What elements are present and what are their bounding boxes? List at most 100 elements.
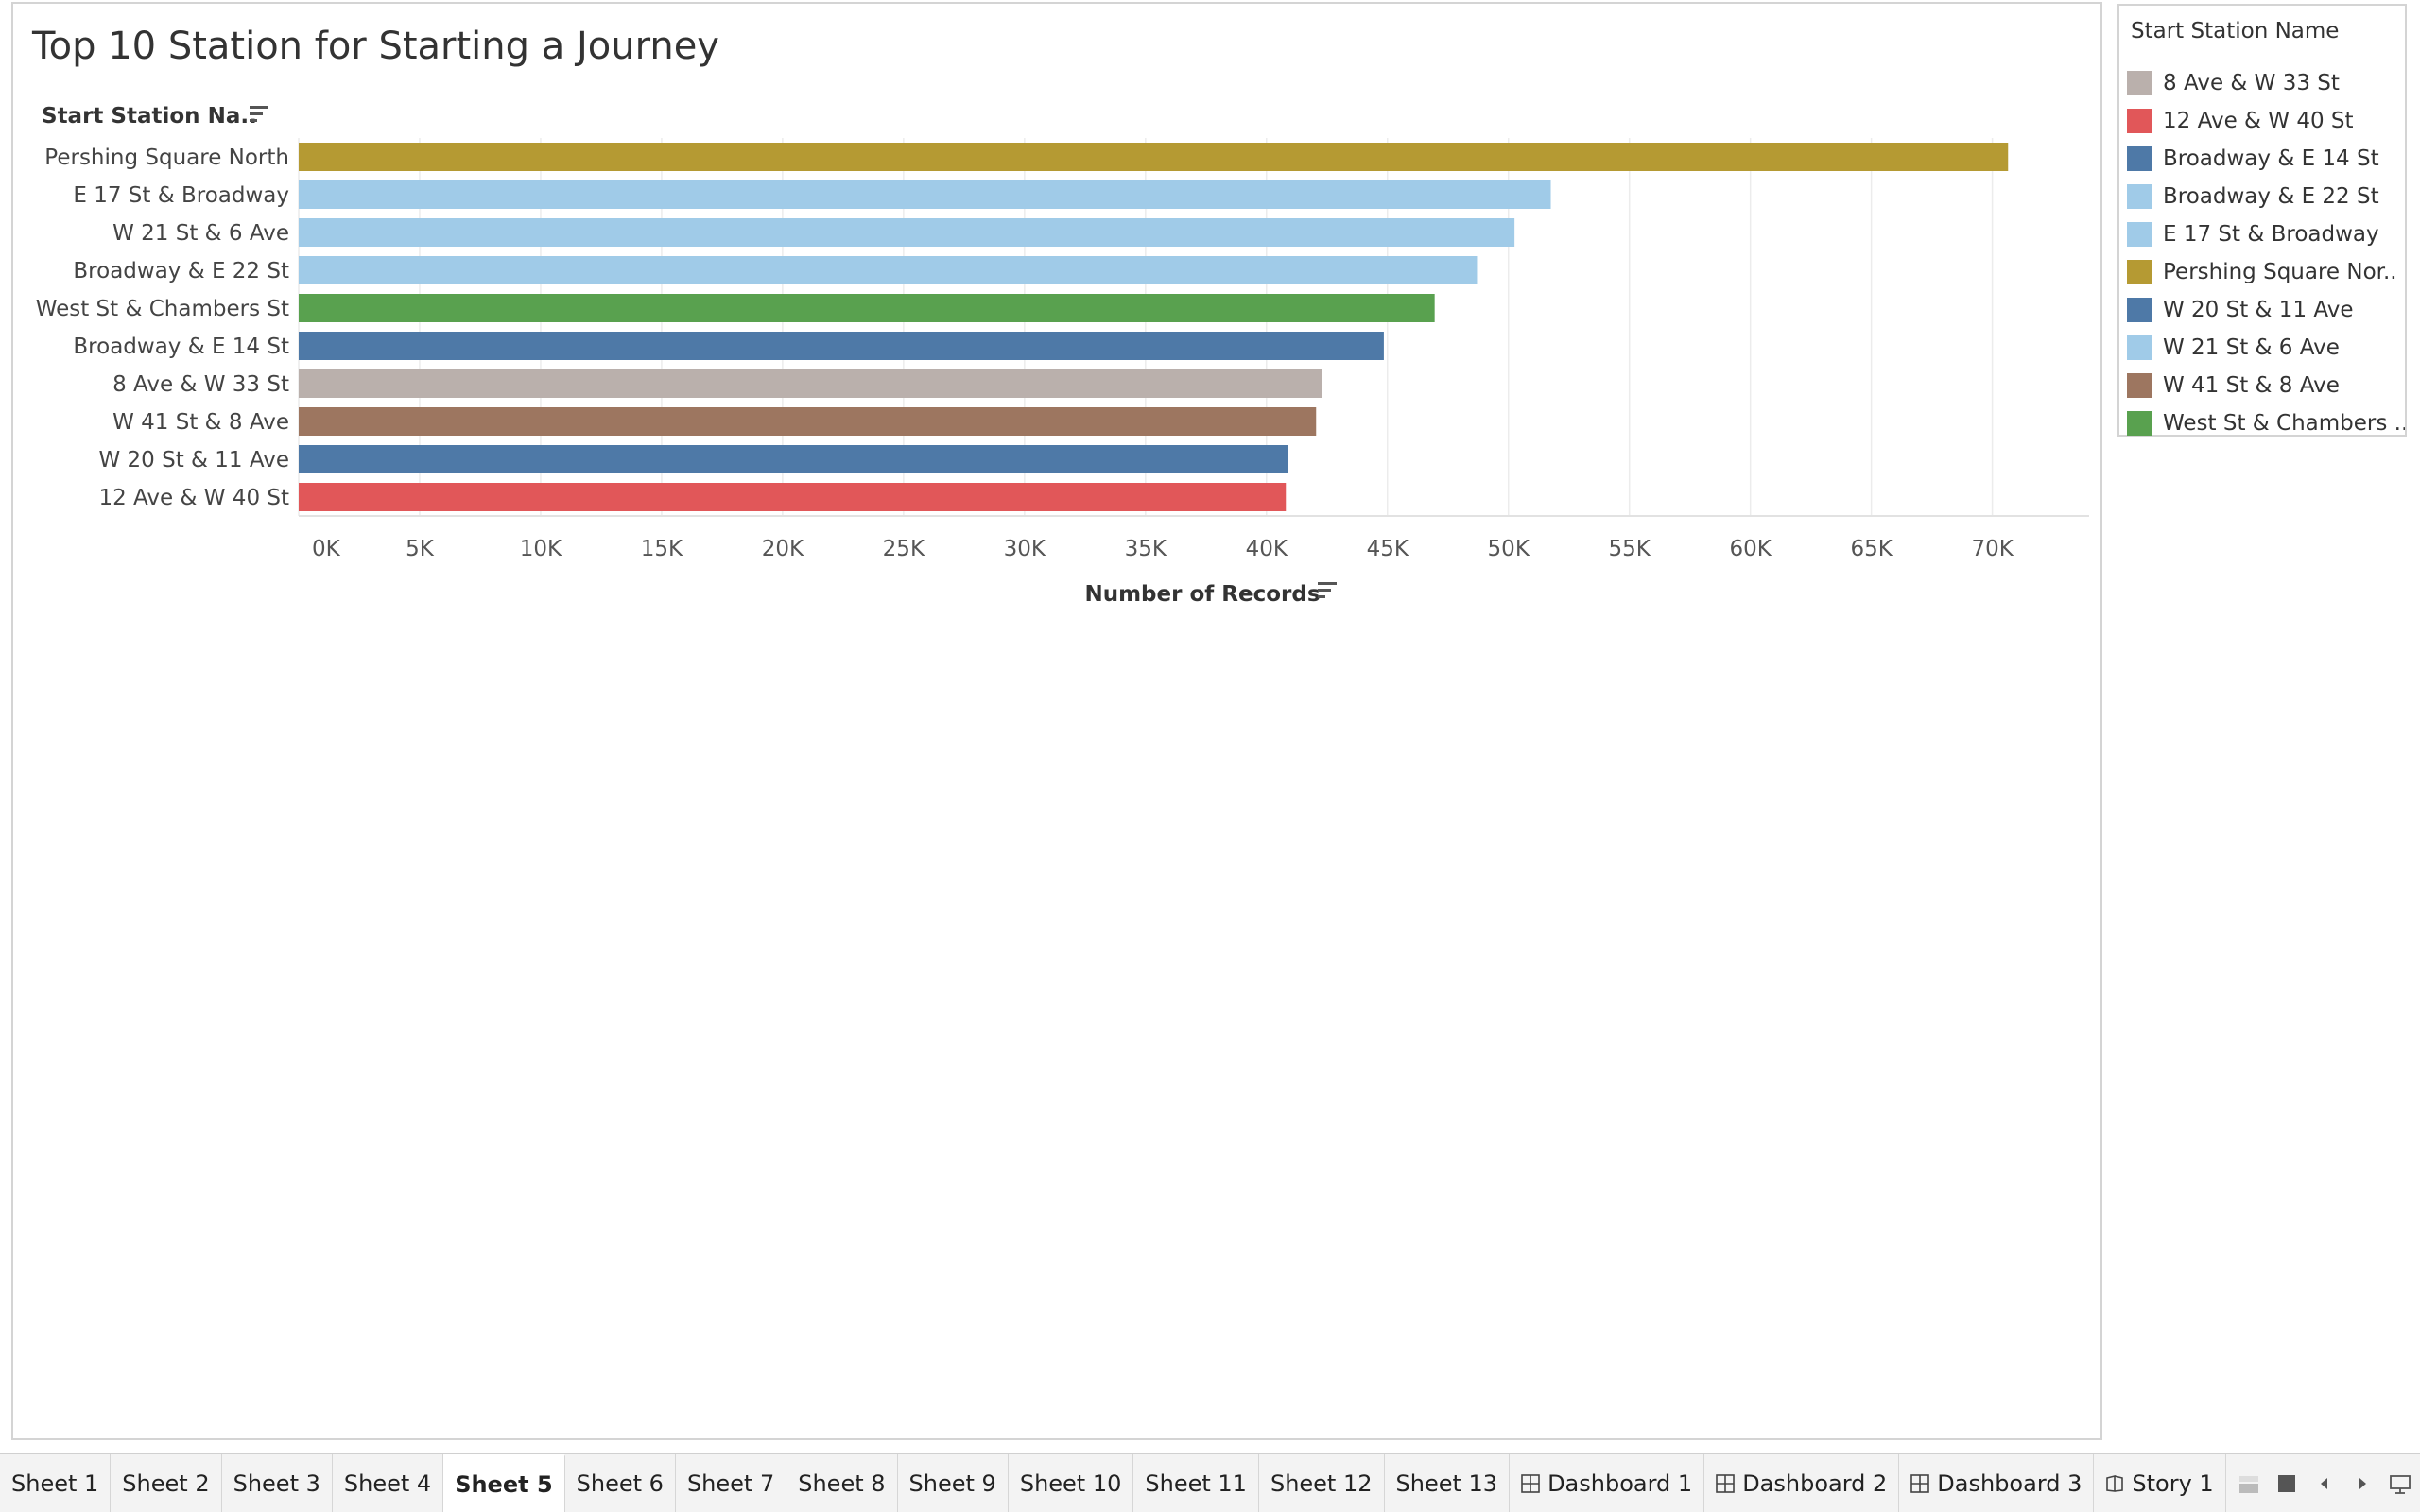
- tab-label: Sheet 3: [233, 1470, 320, 1497]
- category-label: W 20 St & 11 Ave: [98, 448, 289, 472]
- legend-label: West St & Chambers ..: [2163, 411, 2405, 436]
- worksheet-view: Top 10 Station for Starting a Journey St…: [11, 2, 2102, 1440]
- tab-sheet-7[interactable]: Sheet 7: [675, 1454, 787, 1512]
- show-filmstrip-icon[interactable]: [2237, 1471, 2261, 1496]
- legend-label: W 41 St & 8 Ave: [2163, 373, 2340, 398]
- x-tick-label: 10K: [520, 537, 562, 561]
- legend-label: W 20 St & 11 Ave: [2163, 298, 2354, 322]
- scroll-tabs-right-icon[interactable]: [2350, 1471, 2375, 1496]
- presentation-mode-icon[interactable]: [2388, 1471, 2412, 1496]
- legend-swatch: [2127, 109, 2152, 133]
- x-tick-label: 55K: [1609, 537, 1651, 561]
- bar-chart: Start Station Na.. Pershing Square North E…: [36, 104, 2089, 607]
- tab-label: Sheet 5: [455, 1471, 553, 1498]
- y-axis-header[interactable]: Start Station Na..: [42, 104, 257, 129]
- tab-label: Sheet 2: [122, 1470, 210, 1497]
- bar[interactable]: [299, 294, 1435, 322]
- bar[interactable]: [299, 407, 1317, 436]
- tab-sheet-13[interactable]: Sheet 13: [1384, 1454, 1511, 1512]
- tab-sheet-10[interactable]: Sheet 10: [1008, 1454, 1134, 1512]
- legend-item[interactable]: West St & Chambers ..: [2119, 404, 2405, 442]
- tab-label: Sheet 8: [798, 1470, 886, 1497]
- legend-swatch: [2127, 298, 2152, 322]
- tab-sheet-4[interactable]: Sheet 4: [332, 1454, 444, 1512]
- category-label: Pershing Square North: [44, 146, 289, 170]
- legend-item[interactable]: 12 Ave & W 40 St: [2119, 102, 2405, 140]
- legend-item[interactable]: Broadway & E 22 St: [2119, 178, 2405, 215]
- tab-label: Dashboard 3: [1937, 1470, 2083, 1497]
- bar[interactable]: [299, 369, 1322, 398]
- legend-item[interactable]: E 17 St & Broadway: [2119, 215, 2405, 253]
- category-label: 12 Ave & W 40 St: [98, 486, 289, 510]
- tab-label: Sheet 9: [908, 1470, 996, 1497]
- bar[interactable]: [299, 332, 1384, 360]
- sort-descending-icon[interactable]: [1318, 582, 1337, 598]
- tab-label: Sheet 7: [686, 1470, 775, 1497]
- scroll-tabs-left-icon[interactable]: [2312, 1471, 2337, 1496]
- x-tick-label: 15K: [641, 537, 683, 561]
- color-legend: Start Station Name 8 Ave & W 33 St 12 Ave…: [2118, 4, 2407, 437]
- x-tick-label: 40K: [1246, 537, 1288, 561]
- tab-label: Story 1: [2132, 1470, 2214, 1497]
- legend-label: Broadway & E 14 St: [2163, 146, 2379, 171]
- legend-label: Broadway & E 22 St: [2163, 184, 2379, 209]
- legend-item[interactable]: W 41 St & 8 Ave: [2119, 367, 2405, 404]
- tab-sheet-2[interactable]: Sheet 2: [111, 1454, 222, 1512]
- tab-sheet-12[interactable]: Sheet 12: [1258, 1454, 1385, 1512]
- tab-sheet-3[interactable]: Sheet 3: [221, 1454, 333, 1512]
- sort-descending-icon[interactable]: [250, 106, 268, 122]
- tab-controls: [2237, 1454, 2412, 1512]
- tab-dashboard-2[interactable]: Dashboard 2: [1704, 1454, 1900, 1512]
- tab-sheet-1[interactable]: Sheet 1: [0, 1454, 112, 1512]
- legend-swatch: [2127, 335, 2152, 360]
- legend-label: 8 Ave & W 33 St: [2163, 71, 2340, 95]
- tab-label: Sheet 6: [576, 1470, 664, 1497]
- show-tabs-icon[interactable]: [2274, 1471, 2299, 1496]
- legend-item[interactable]: Pershing Square Nor..: [2119, 253, 2405, 291]
- bar[interactable]: [299, 143, 2009, 171]
- category-label: E 17 St & Broadway: [73, 183, 289, 208]
- x-tick-label: 35K: [1125, 537, 1167, 561]
- x-tick-label: 5K: [406, 537, 435, 561]
- x-tick-label: 20K: [762, 537, 804, 561]
- legend-item[interactable]: Broadway & E 14 St: [2119, 140, 2405, 178]
- bar[interactable]: [299, 218, 1515, 247]
- category-label: Broadway & E 14 St: [73, 335, 289, 359]
- legend-swatch: [2127, 411, 2152, 436]
- legend-item[interactable]: W 20 St & 11 Ave: [2119, 291, 2405, 329]
- legend-label: 12 Ave & W 40 St: [2163, 109, 2354, 133]
- legend-label: Pershing Square Nor..: [2163, 260, 2397, 284]
- category-label: West St & Chambers St: [36, 297, 289, 321]
- x-axis-title[interactable]: Number of Records: [1084, 582, 1320, 607]
- tab-story-1[interactable]: Story 1: [2094, 1454, 2226, 1512]
- x-tick-label: 70K: [1971, 537, 2014, 561]
- tab-dashboard-1[interactable]: Dashboard 1: [1510, 1454, 1705, 1512]
- tab-dashboard-3[interactable]: Dashboard 3: [1899, 1454, 2095, 1512]
- dashboard-icon: [1910, 1474, 1930, 1493]
- x-tick-label: 0K: [312, 537, 341, 561]
- x-tick-label: 25K: [883, 537, 925, 561]
- legend-item[interactable]: W 21 St & 6 Ave: [2119, 329, 2405, 367]
- tab-sheet-5[interactable]: Sheet 5: [443, 1454, 565, 1512]
- story-icon: [2106, 1474, 2124, 1492]
- viz-title: Top 10 Station for Starting a Journey: [32, 25, 719, 68]
- bar[interactable]: [299, 180, 1551, 209]
- tab-sheet-9[interactable]: Sheet 9: [897, 1454, 1009, 1512]
- tab-sheet-11[interactable]: Sheet 11: [1133, 1454, 1259, 1512]
- bar[interactable]: [299, 483, 1287, 511]
- legend-swatch: [2127, 222, 2152, 247]
- bar[interactable]: [299, 445, 1288, 473]
- legend-title: Start Station Name: [2131, 19, 2340, 43]
- tab-label: Sheet 10: [1019, 1470, 1122, 1497]
- legend-label: W 21 St & 6 Ave: [2163, 335, 2340, 360]
- tab-label: Dashboard 1: [1547, 1470, 1693, 1497]
- legend-swatch: [2127, 146, 2152, 171]
- tab-sheet-6[interactable]: Sheet 6: [564, 1454, 676, 1512]
- category-label: 8 Ave & W 33 St: [112, 372, 289, 397]
- legend-item[interactable]: 8 Ave & W 33 St: [2119, 64, 2405, 102]
- tab-sheet-8[interactable]: Sheet 8: [786, 1454, 898, 1512]
- sheet-tab-bar: Sheet 1 Sheet 2 Sheet 3 Sheet 4 Sheet 5 Sheet…: [0, 1453, 2420, 1512]
- bar[interactable]: [299, 256, 1478, 284]
- x-tick-label: 65K: [1850, 537, 1893, 561]
